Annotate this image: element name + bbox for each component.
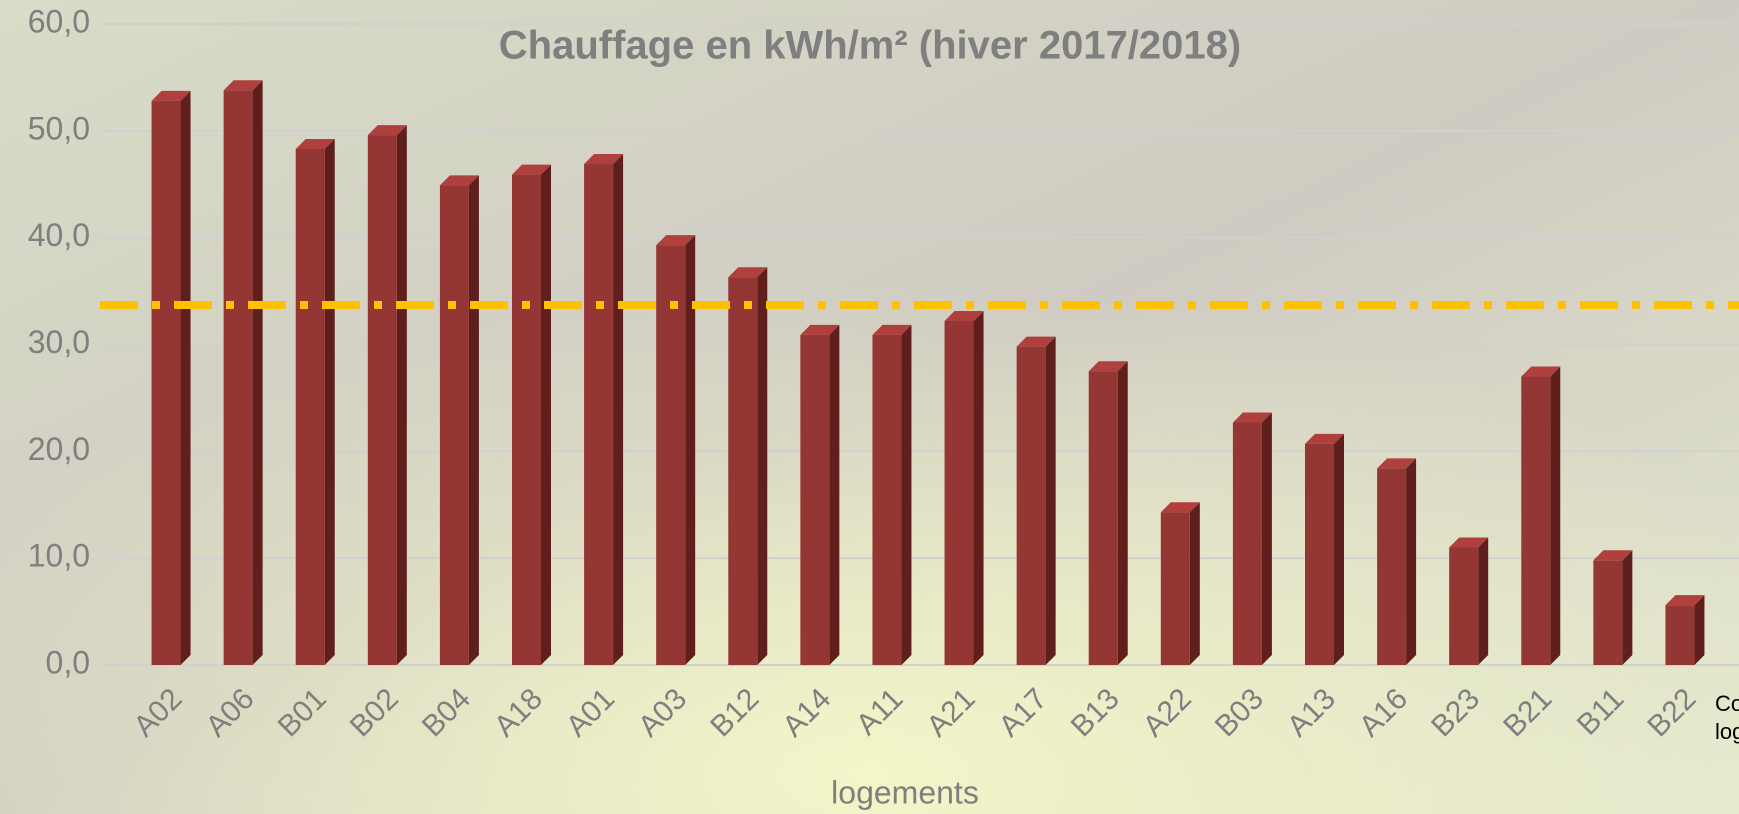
bar-top — [1377, 458, 1417, 469]
chart-title: Chauffage en kWh/m² (hiver 2017/2018) — [499, 24, 1241, 68]
bar-top — [367, 125, 407, 136]
bar-top — [223, 80, 263, 91]
bar — [1016, 346, 1046, 665]
bar-top — [1449, 537, 1489, 548]
bar-top — [944, 310, 984, 321]
bar-top — [439, 175, 479, 186]
bar-top — [1160, 502, 1200, 513]
bar — [1449, 547, 1479, 665]
bar-side — [1334, 433, 1344, 665]
bar-top — [584, 153, 624, 164]
bar-side — [685, 235, 696, 665]
bar — [367, 135, 397, 665]
bar-side — [1550, 366, 1561, 665]
bar-side — [829, 324, 840, 665]
bar — [944, 320, 974, 665]
bar-side — [1045, 336, 1056, 665]
bar-side — [1406, 458, 1417, 665]
bar-side — [757, 267, 768, 665]
bar-top — [1016, 336, 1056, 347]
y-tick-label: 30,0 — [28, 324, 90, 360]
bar — [584, 163, 614, 665]
bar — [656, 245, 686, 665]
bar — [1521, 376, 1551, 665]
bar-top — [151, 90, 191, 101]
bar-top — [1521, 366, 1561, 377]
y-tick-label: 40,0 — [28, 217, 90, 253]
y-tick-label: 0,0 — [46, 644, 90, 680]
legend-text: log — [1715, 719, 1739, 744]
bar-side — [973, 310, 984, 665]
bar-top — [512, 164, 551, 175]
x-axis-label: logements — [831, 774, 979, 810]
y-tick-label: 20,0 — [28, 431, 90, 467]
bar — [728, 277, 758, 665]
legend-text: Co — [1715, 691, 1739, 716]
bar — [151, 100, 181, 666]
bar-side — [613, 153, 624, 665]
bar — [295, 148, 325, 665]
bar — [800, 334, 830, 665]
bar-top — [1232, 412, 1272, 423]
y-tick-label: 50,0 — [28, 110, 90, 146]
bar-top — [295, 138, 335, 149]
bar-top — [872, 324, 912, 335]
bar-side — [252, 80, 263, 665]
bar — [1665, 605, 1695, 665]
bar — [1305, 443, 1334, 665]
bar — [1593, 560, 1623, 665]
bar-top — [1305, 433, 1344, 444]
bar — [872, 334, 902, 665]
bar-side — [1261, 412, 1272, 665]
bar — [1160, 512, 1190, 665]
bar-side — [324, 138, 335, 665]
bar-top — [1593, 550, 1633, 561]
bar-side — [1189, 502, 1200, 665]
bar-top — [1088, 361, 1128, 372]
bar-side — [1478, 537, 1489, 665]
bar-side — [468, 175, 479, 665]
bar — [1088, 371, 1118, 665]
bar-side — [901, 324, 912, 665]
bar — [1232, 422, 1262, 665]
y-tick-label: 60,0 — [28, 3, 90, 39]
bar-side — [1117, 361, 1128, 665]
bar — [439, 185, 469, 665]
bar-side — [1622, 550, 1633, 665]
y-tick-label: 10,0 — [28, 538, 90, 574]
bar-top — [728, 267, 768, 278]
bar-side — [541, 164, 551, 665]
bar-side — [1694, 595, 1705, 665]
bar-top — [656, 235, 696, 246]
bar-top — [1665, 595, 1705, 606]
bar — [512, 174, 541, 665]
bar-side — [180, 90, 191, 666]
bar-side — [396, 125, 407, 665]
bar — [223, 90, 253, 665]
bar-top — [800, 324, 840, 335]
bar — [1377, 468, 1407, 665]
